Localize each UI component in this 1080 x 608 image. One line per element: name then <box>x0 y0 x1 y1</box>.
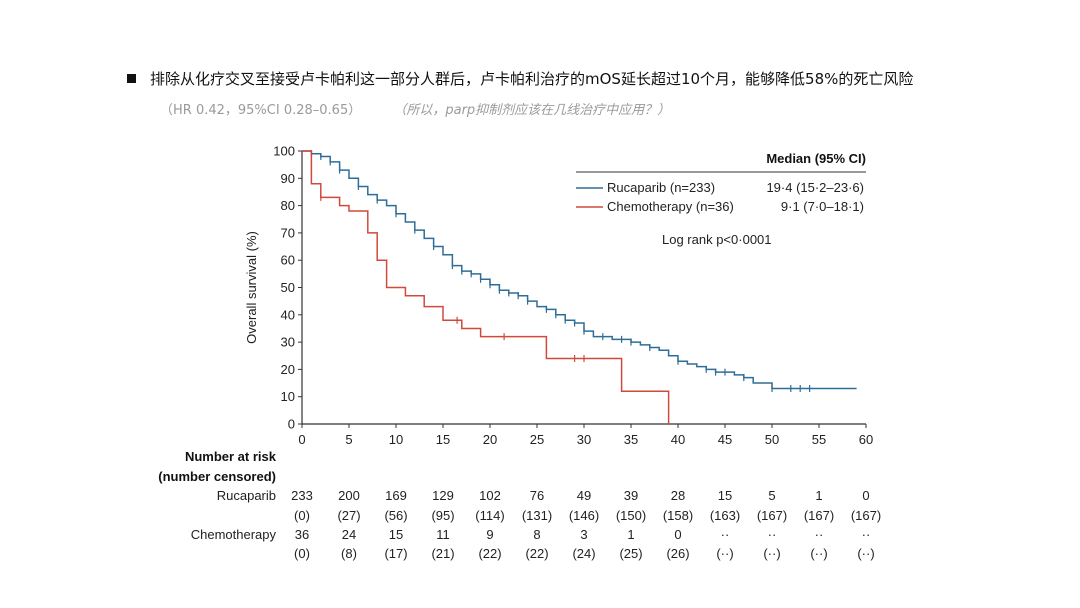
risk-censored-value: (95) <box>431 508 454 523</box>
x-tick-label: 0 <box>298 432 305 447</box>
risk-censored-value: (167) <box>804 508 834 523</box>
log-rank-note: Log rank p<0·0001 <box>662 232 772 247</box>
risk-at-risk-value: 8 <box>533 527 540 542</box>
risk-censored-value: (··) <box>763 546 780 561</box>
risk-censored-value: (··) <box>857 546 874 561</box>
risk-at-risk-value: 15 <box>389 527 403 542</box>
hr-text: （HR 0.42，95%CI 0.28–0.65） <box>160 103 362 118</box>
risk-censored-value: (114) <box>475 508 504 523</box>
risk-censored-value: (146) <box>569 508 599 523</box>
risk-at-risk-value: 200 <box>338 488 360 503</box>
risk-censored-value: (22) <box>525 546 548 561</box>
risk-censored-value: (25) <box>619 546 642 561</box>
risk-censored-value: (158) <box>663 508 693 523</box>
note-text: （所以，parp抑制剂应该在几线治疗中应用？） <box>393 103 671 118</box>
risk-censored-value: (167) <box>851 508 881 523</box>
risk-at-risk-value: 1 <box>815 488 822 503</box>
risk-at-risk-value: 3 <box>580 527 587 542</box>
y-tick-label: 20 <box>281 362 295 377</box>
y-tick-label: 100 <box>273 144 295 159</box>
risk-at-risk-value: 233 <box>291 488 313 503</box>
risk-at-risk-value: 28 <box>671 488 685 503</box>
risk-at-risk-value: ·· <box>721 527 730 542</box>
risk-at-risk-value: 0 <box>674 527 681 542</box>
risk-censored-value: (22) <box>478 546 501 561</box>
y-tick-label: 30 <box>281 335 295 350</box>
risk-at-risk-value: 49 <box>577 488 591 503</box>
x-tick-label: 60 <box>859 432 873 447</box>
risk-censored-value: (56) <box>384 508 407 523</box>
risk-at-risk-value: 9 <box>486 527 493 542</box>
risk-at-risk-value: 15 <box>718 488 732 503</box>
legend-label-1: Chemotherapy (n=36) <box>607 199 734 214</box>
risk-censored-value: (··) <box>810 546 827 561</box>
risk-at-risk-value: ·· <box>862 527 871 542</box>
y-tick-label: 70 <box>281 225 295 240</box>
y-tick-label: 10 <box>281 389 295 404</box>
x-tick-label: 5 <box>345 432 352 447</box>
headline-text: 排除从化疗交叉至接受卢卡帕利这一部分人群后，卢卡帕利治疗的mOS延长超过10个月… <box>150 70 914 88</box>
risk-censored-value: (167) <box>757 508 787 523</box>
risk-censored-value: (163) <box>710 508 740 523</box>
risk-at-risk-value: 129 <box>432 488 454 503</box>
x-tick-label: 50 <box>765 432 779 447</box>
risk-at-risk-value: ·· <box>768 527 777 542</box>
risk-censored-value: (150) <box>616 508 646 523</box>
risk-row-label: Rucaparib <box>217 488 276 503</box>
risk-at-risk-value: 0 <box>862 488 869 503</box>
legend-median-1: 9·1 (7·0–18·1) <box>781 199 864 214</box>
x-tick-label: 55 <box>812 432 826 447</box>
x-tick-label: 30 <box>577 432 591 447</box>
risk-at-risk-value: ·· <box>815 527 824 542</box>
y-tick-label: 50 <box>281 280 295 295</box>
risk-censored-value: (131) <box>522 508 552 523</box>
risk-at-risk-value: 11 <box>436 527 450 542</box>
risk-table-title: Number at risk <box>185 449 277 464</box>
x-tick-label: 40 <box>671 432 685 447</box>
x-tick-label: 20 <box>483 432 497 447</box>
x-tick-label: 15 <box>436 432 450 447</box>
x-tick-label: 35 <box>624 432 638 447</box>
risk-censored-value: (··) <box>716 546 733 561</box>
risk-row-label: Chemotherapy <box>191 527 277 542</box>
risk-at-risk-value: 102 <box>479 488 501 503</box>
risk-at-risk-value: 24 <box>342 527 356 542</box>
subtitle-line: （HR 0.42，95%CI 0.28–0.65） （所以，parp抑制剂应该在… <box>160 99 670 118</box>
risk-censored-value: (17) <box>384 546 407 561</box>
legend-median-0: 19·4 (15·2–23·6) <box>766 180 864 195</box>
risk-censored-value: (24) <box>572 546 595 561</box>
legend-label-0: Rucaparib (n=233) <box>607 180 715 195</box>
y-tick-label: 60 <box>281 253 295 268</box>
risk-at-risk-value: 5 <box>768 488 775 503</box>
risk-censored-value: (8) <box>341 546 357 561</box>
y-tick-label: 90 <box>281 171 295 186</box>
risk-at-risk-value: 1 <box>627 527 634 542</box>
y-tick-label: 40 <box>281 307 295 322</box>
risk-at-risk-value: 76 <box>530 488 544 503</box>
y-axis-label: Overall survival (%) <box>244 231 259 344</box>
chemotherapy-survival-line <box>302 150 670 424</box>
risk-censored-value: (26) <box>666 546 689 561</box>
headline-bullet: 排除从化疗交叉至接受卢卡帕利这一部分人群后，卢卡帕利治疗的mOS延长超过10个月… <box>127 68 913 89</box>
x-tick-label: 45 <box>718 432 732 447</box>
x-tick-label: 10 <box>389 432 403 447</box>
risk-censored-value: (21) <box>431 546 454 561</box>
risk-censored-value: (27) <box>337 508 360 523</box>
y-tick-label: 80 <box>281 198 295 213</box>
risk-at-risk-value: 36 <box>295 527 309 542</box>
risk-censored-value: (0) <box>294 508 310 523</box>
risk-censored-value: (0) <box>294 546 310 561</box>
legend-header: Median (95% CI) <box>766 151 866 166</box>
y-tick-label: 0 <box>288 417 295 432</box>
x-tick-label: 25 <box>530 432 544 447</box>
risk-table-subtitle: (number censored) <box>158 469 276 484</box>
risk-at-risk-value: 169 <box>385 488 407 503</box>
square-bullet-icon <box>127 74 136 83</box>
risk-at-risk-value: 39 <box>624 488 638 503</box>
